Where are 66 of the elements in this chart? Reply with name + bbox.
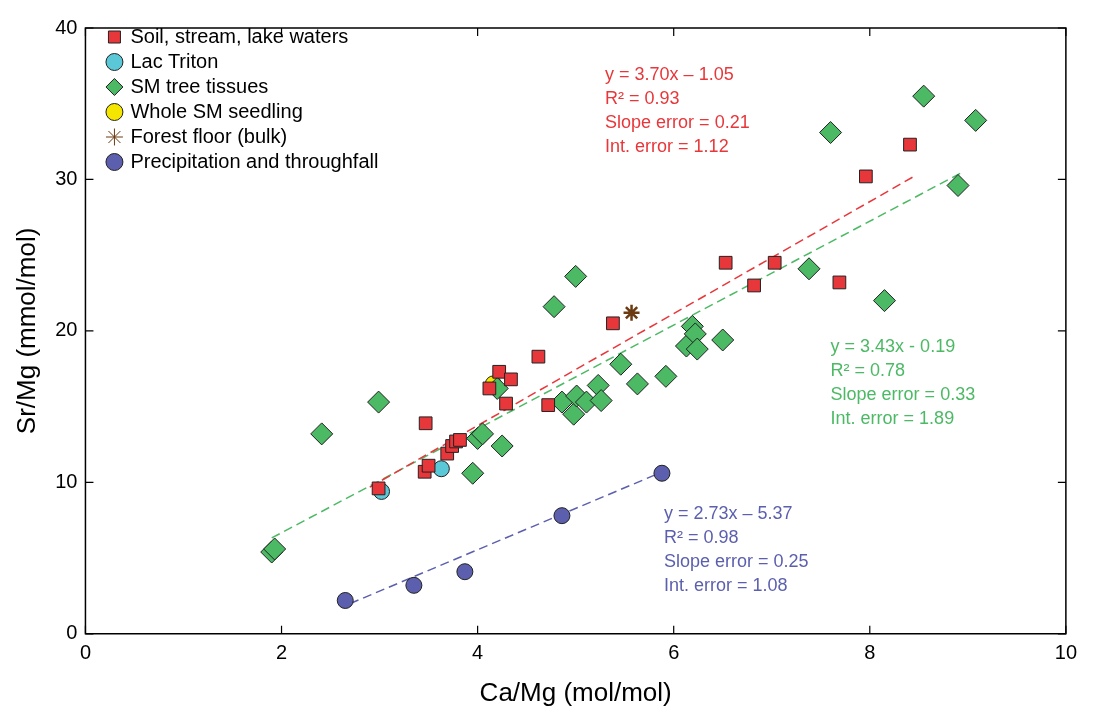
legend-label: SM tree tissues [130,74,269,97]
point [336,591,354,609]
x-tick-label: 0 [79,641,92,664]
legend-label: Forest floor (bulk) [130,124,288,147]
y-tick-label: 10 [55,469,78,492]
y-tick-label: 0 [66,621,78,644]
x-tick-label: 6 [668,641,680,664]
point [405,576,423,594]
y-tick-label: 20 [55,318,78,341]
point [471,422,495,446]
point [564,264,588,288]
point [767,255,782,270]
point [541,398,556,412]
point [562,402,586,426]
point [685,337,709,361]
point [606,316,620,331]
point [310,422,334,446]
point [499,396,513,411]
point [461,461,485,485]
point [589,389,613,413]
point [418,416,433,431]
x-tick-label: 10 [1054,641,1077,664]
point [747,278,761,293]
point [371,481,386,496]
annotation: y = 3.70x – 1.05 R² = 0.93 Slope error = 0.21 Int. error = 1.12 [605,63,750,156]
x-tick-label: 2 [275,641,288,664]
point [653,464,671,482]
point [797,257,821,281]
point [964,108,988,132]
point [946,174,970,198]
point [912,84,936,108]
legend-label: Lac Triton [130,49,219,72]
point [553,507,571,525]
legend-label: Precipitation and throughfall [130,149,379,172]
y-tick-label: 30 [55,166,78,189]
legend-label: Whole SM seedling [130,99,303,122]
point [873,289,896,313]
y-axis-title: Sr/Mg (mmol/mol) [10,227,41,435]
annotation: y = 3.43x - 0.19 R² = 0.78 Slope error = 0.33 Int. error = 1.89 [830,336,976,429]
point [625,372,649,396]
point [654,364,678,388]
x-tick-label: 8 [864,641,876,664]
point [421,458,436,473]
point [367,390,391,414]
point [453,433,467,447]
annotation: y = 2.73x – 5.37 R² = 0.98 Slope error = 0.25 Int. error = 1.08 [663,503,809,596]
point [711,328,735,352]
x-axis-title: Ca/Mg (mol/mol) [479,676,672,707]
point [586,373,610,397]
point [819,121,843,144]
point [531,349,546,364]
point [482,381,497,396]
point [609,352,633,376]
point [718,255,733,270]
point [504,372,518,387]
point [903,137,917,152]
y-tick-label: 40 [55,15,78,38]
point [456,563,474,581]
legend-label: Soil, stream, lake waters [130,24,349,47]
point [622,303,641,322]
point [490,434,514,458]
point [832,275,847,290]
point [859,169,873,184]
x-tick-label: 4 [472,641,484,664]
point [542,295,566,319]
point [492,364,507,379]
